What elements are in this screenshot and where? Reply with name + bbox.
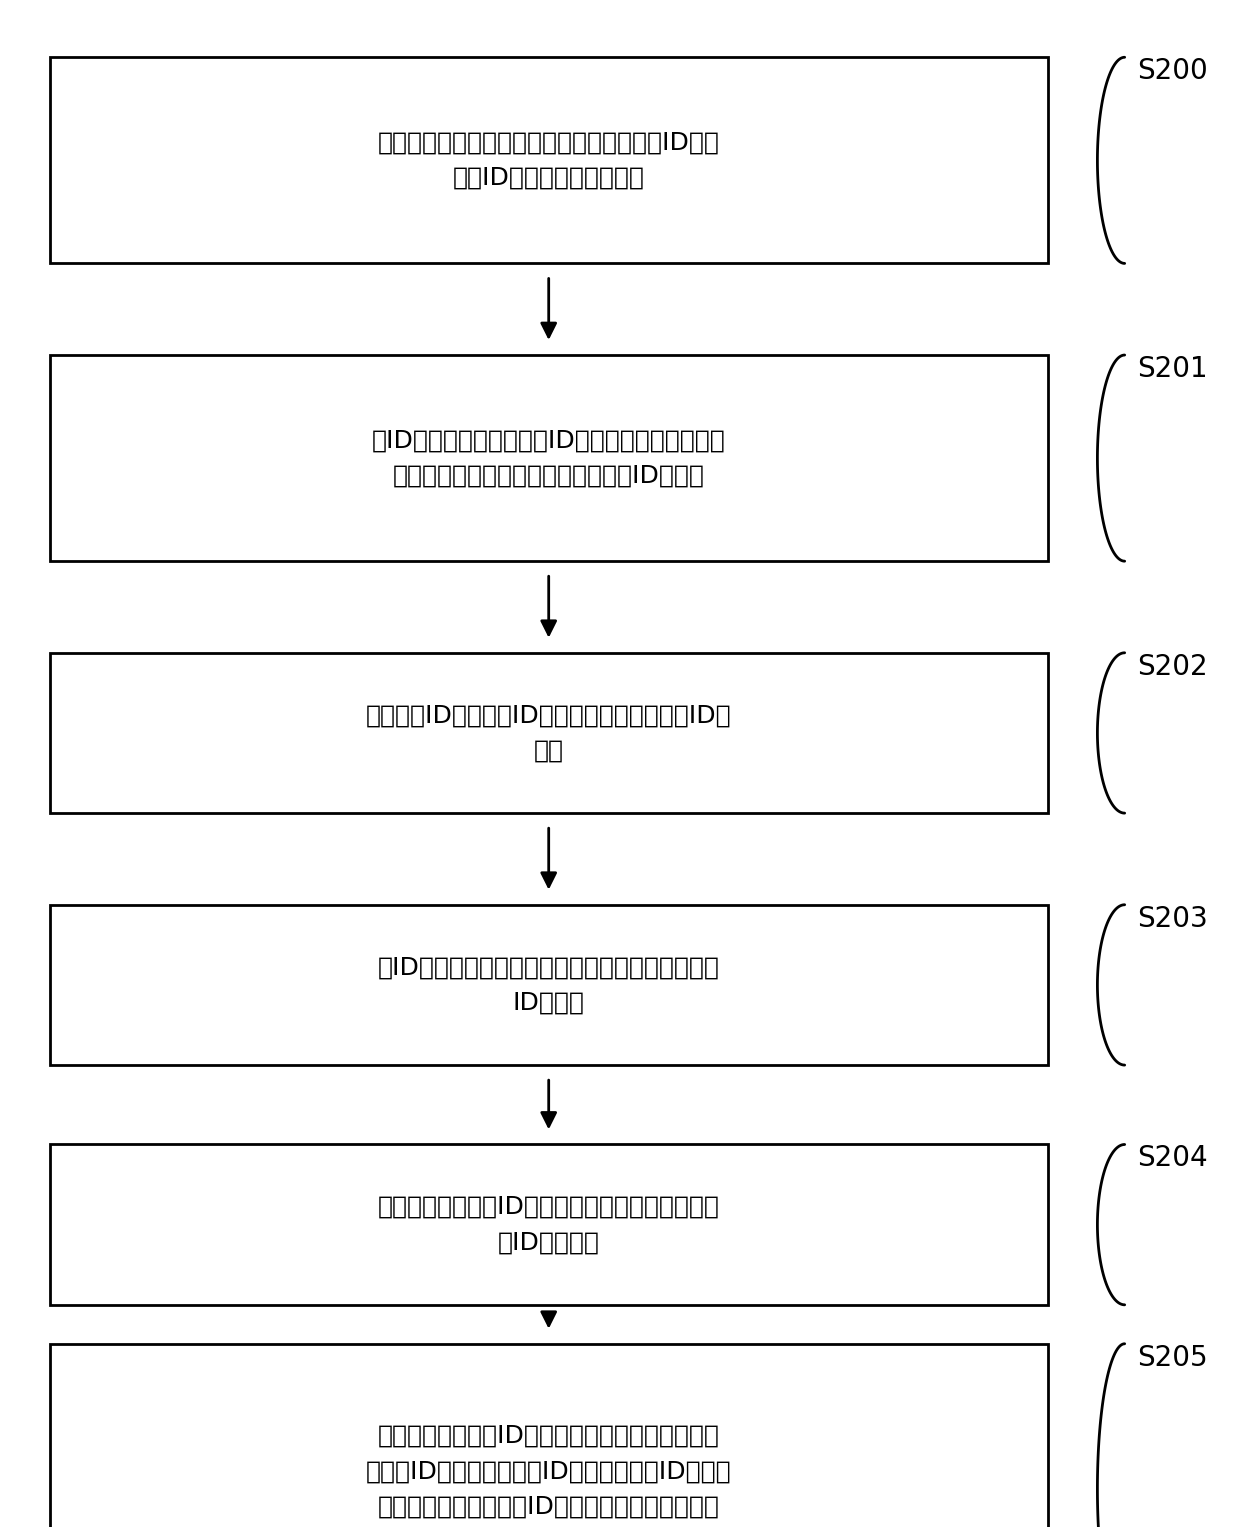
Text: 针对任一所包含的ID数据的数量大于第一预设数量
阈值的ID数据子网，对该ID数据子网中的ID数据进
行聚类和分割，得到该ID数据子网所对应的数个第
三ID数据子: 针对任一所包含的ID数据的数量大于第一预设数量 阈值的ID数据子网，对该ID数据… [366, 1423, 732, 1527]
Bar [50, 654, 1048, 812]
Text: 对多个业务的日志数据进行数据分析，确定ID数据
以及ID数据之间的关联关系: 对多个业务的日志数据进行数据分析，确定ID数据 以及ID数据之间的关联关系 [378, 131, 719, 189]
Text: 获取包含ID数据以及ID数据之间的关联关系的ID数
据网: 获取包含ID数据以及ID数据之间的关联关系的ID数 据网 [366, 704, 732, 762]
Text: S200: S200 [1137, 56, 1208, 86]
Bar [50, 1344, 1048, 1527]
Bar [50, 1145, 1048, 1304]
Text: S201: S201 [1137, 356, 1208, 383]
Text: S202: S202 [1137, 654, 1208, 681]
Text: S205: S205 [1137, 1344, 1208, 1371]
Text: 对剪枝预处理后的ID数据网进行数据分析，得到数
个ID数据子网: 对剪枝预处理后的ID数据网进行数据分析，得到数 个ID数据子网 [378, 1196, 719, 1254]
Bar [50, 904, 1048, 1066]
Text: S204: S204 [1137, 1145, 1208, 1173]
Bar [50, 56, 1048, 263]
Text: 将ID数据作为节点，按照ID数据之间的关联关系，
确定节点之间的连接关系，构造得到ID数据网: 将ID数据作为节点，按照ID数据之间的关联关系， 确定节点之间的连接关系，构造得… [372, 429, 725, 487]
Text: S203: S203 [1137, 904, 1208, 933]
Bar [50, 356, 1048, 562]
Text: 对ID数据网进行剪枝预处理，得到剪枝预处理后的
ID数据网: 对ID数据网进行剪枝预处理，得到剪枝预处理后的 ID数据网 [378, 956, 719, 1014]
